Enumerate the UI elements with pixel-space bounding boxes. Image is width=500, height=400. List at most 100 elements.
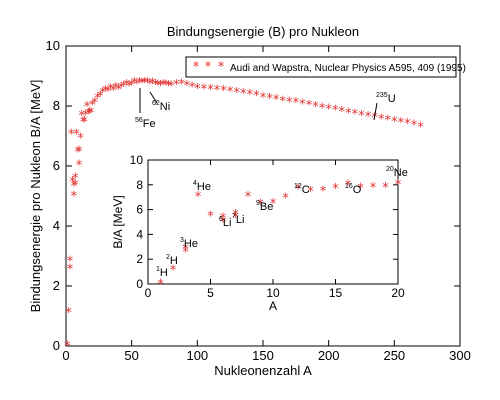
x-tick-label: 50	[124, 348, 138, 363]
data-point: *	[67, 255, 74, 270]
data-point: *	[80, 115, 87, 130]
data-point: *	[293, 96, 300, 111]
data-point: *	[312, 100, 319, 115]
annotation-h1: 1H	[156, 266, 168, 279]
legend-marker: *	[218, 60, 225, 75]
data-point: *	[152, 78, 159, 93]
annotation-c12-symbol: C	[302, 184, 310, 196]
annotation-u235-symbol: U	[388, 93, 396, 105]
chart-title: Bindungsenergie (B) pro Nukleon	[167, 24, 359, 39]
inset-data-point: *	[207, 210, 214, 225]
data-point: *	[84, 100, 91, 115]
data-point: *	[94, 92, 101, 107]
data-point: *	[325, 103, 332, 118]
annotation-li7: 7Li	[232, 213, 244, 226]
legend-marker: *	[193, 60, 200, 75]
inset-data-point: *	[182, 246, 189, 261]
inset-data-point: *	[182, 242, 189, 257]
data-point: *	[404, 117, 411, 132]
data-point: *	[227, 85, 234, 100]
annotation-he4-symbol: He	[197, 181, 211, 193]
data-point: *	[286, 95, 293, 110]
annotation-fe56-mass: 56	[135, 117, 143, 124]
data-point: *	[220, 84, 227, 99]
data-point: *	[247, 88, 254, 103]
data-point: *	[97, 90, 104, 105]
data-point: *	[121, 80, 128, 95]
annotation-he4: 4He	[193, 180, 211, 193]
data-point: *	[279, 94, 286, 109]
inset-y-tick-label: 6	[136, 203, 143, 217]
inset-x-tick-label: 15	[329, 286, 343, 300]
y-tick-label: 8	[53, 98, 60, 113]
annotation-c12-mass: 12	[294, 183, 302, 190]
annotation-u235-mass: 235	[376, 92, 388, 99]
inset-frame	[147, 159, 399, 285]
annotation-fe56-symbol: Fe	[143, 118, 156, 130]
data-point: *	[75, 146, 82, 161]
data-point: *	[163, 79, 170, 94]
inset-data-point: *	[320, 185, 327, 200]
data-point: *	[352, 108, 359, 123]
data-point: *	[168, 79, 175, 94]
y-tick-label: 2	[53, 278, 60, 293]
annotation-u235-leader	[373, 102, 378, 121]
x-tick-label: 200	[318, 348, 340, 363]
annotation-ni62-symbol: Ni	[160, 101, 170, 113]
x-tick-label: 0	[62, 348, 69, 363]
data-point: *	[110, 84, 117, 99]
data-point: *	[144, 76, 151, 91]
annotation-li7-symbol: Li	[236, 214, 245, 226]
data-point: *	[113, 81, 120, 96]
inset-y-tick-label: 10	[130, 153, 144, 167]
inset-x-tick-label: 20	[391, 286, 405, 300]
data-point: *	[178, 78, 185, 93]
data-point: *	[417, 121, 424, 136]
inset-data-point: *	[282, 192, 289, 207]
inset-x-axis-label: A	[269, 299, 277, 313]
y-tick-label: 6	[53, 158, 60, 173]
annotation-be9-symbol: Be	[260, 201, 273, 213]
data-point: *	[128, 79, 135, 94]
y-axis-label: Bindungsenergie pro Nukleon B/A [MeV]	[28, 80, 43, 313]
inset-y-tick-label: 0	[136, 277, 143, 291]
y-tick-label: 4	[53, 218, 60, 233]
data-point: *	[69, 175, 76, 190]
x-tick-label: 300	[449, 348, 471, 363]
annotation-ni62: 62Ni	[152, 100, 170, 113]
annotation-ni62-leader	[149, 91, 158, 104]
data-point: *	[67, 262, 74, 277]
annotation-be9-mass: 9	[256, 200, 260, 207]
annotation-he4-mass: 4	[193, 180, 197, 187]
inset-series-points: ****** ** *** * * ** * * * * * * * *	[157, 178, 402, 293]
inset-data-point: *	[232, 208, 239, 223]
inset-data-point: *	[195, 190, 202, 205]
inset-data-point: *	[170, 264, 177, 279]
legend-label: Audi and Wapstra, Nuclear Physics A595, …	[230, 63, 466, 74]
data-point: *	[72, 172, 79, 187]
annotation-ne20-mass: 20	[386, 166, 394, 173]
data-point: *	[115, 83, 122, 98]
data-point: *	[306, 99, 313, 114]
data-point: *	[157, 79, 164, 94]
data-point: *	[184, 79, 191, 94]
annotation-o16-mass: 16	[345, 183, 353, 190]
inset-data-point: *	[157, 278, 164, 293]
data-point: *	[72, 178, 79, 193]
data-point: *	[240, 87, 247, 102]
inset-y-tick-label: 8	[136, 178, 143, 192]
inset-data-point: *	[270, 197, 277, 212]
data-point: *	[160, 78, 167, 93]
data-point: *	[73, 128, 80, 143]
inset-data-point: *	[307, 185, 314, 200]
data-point: *	[131, 76, 138, 91]
data-point: *	[260, 91, 267, 106]
annotation-fe56: 56Fe	[135, 117, 156, 130]
data-point: *	[71, 190, 78, 205]
data-point: *	[319, 101, 326, 116]
data-point: *	[214, 84, 221, 99]
data-point: *	[71, 180, 78, 195]
annotation-o16-symbol: O	[353, 184, 362, 196]
